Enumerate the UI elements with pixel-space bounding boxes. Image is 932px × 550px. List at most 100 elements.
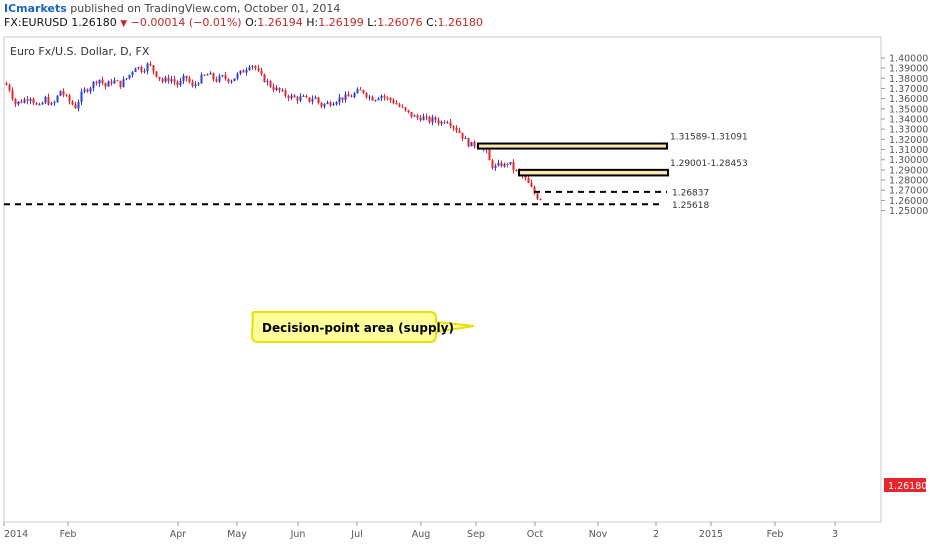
candle-body — [194, 84, 197, 86]
candle-body — [383, 95, 386, 98]
candle-body — [335, 102, 338, 105]
candle-body — [386, 97, 389, 99]
candle-body — [473, 141, 476, 147]
level-label: 1.25618 — [672, 201, 709, 211]
price-tick-label: 1.39000 — [889, 64, 928, 75]
candle-body — [8, 84, 11, 91]
candle-body — [347, 94, 350, 97]
candle-body — [41, 102, 44, 105]
candle-body — [269, 80, 272, 87]
candle-body — [326, 102, 329, 104]
candle-body — [503, 163, 506, 167]
candle-body — [35, 103, 38, 105]
candle-body — [524, 175, 527, 179]
candle-body — [146, 63, 149, 72]
candle-body — [278, 87, 281, 91]
candle-body — [227, 78, 230, 83]
candle-body — [77, 102, 80, 109]
candle-body — [434, 117, 437, 121]
price-chart[interactable]: Euro Fx/U.S. Dollar, D, FX 1.250001.2600… — [0, 32, 932, 550]
candle-body — [275, 87, 278, 91]
candle-body — [365, 93, 368, 98]
candle-body — [323, 103, 326, 107]
candle-body — [215, 79, 218, 82]
candle-body — [539, 199, 542, 201]
symbol-label: FX:EURUSD — [4, 16, 68, 29]
candle-body — [38, 104, 41, 106]
price-tick-label: 1.32000 — [889, 135, 928, 146]
candle-body — [458, 130, 461, 133]
candle-body — [239, 70, 242, 74]
high-value: 1.26199 — [318, 16, 364, 29]
time-tick-label: 3 — [832, 529, 838, 540]
candle-body — [68, 95, 71, 102]
candle-body — [212, 73, 215, 80]
last-price: 1.26180 — [71, 16, 117, 29]
candle-body — [431, 117, 434, 123]
candle-body — [410, 111, 413, 117]
candle-body — [281, 90, 284, 92]
time-tick-label: 2 — [653, 529, 659, 540]
candle-body — [353, 93, 356, 98]
candle-body — [356, 89, 359, 94]
chart-title: Euro Fx/U.S. Dollar, D, FX — [10, 45, 150, 58]
candle-body — [332, 104, 335, 106]
candle-body — [122, 79, 125, 87]
open-label: O: — [245, 16, 258, 29]
callout-bubble — [250, 311, 475, 343]
candle-body — [338, 97, 341, 103]
high-label: H: — [306, 16, 319, 29]
price-axis[interactable]: 1.250001.260001.270001.280001.290001.300… — [881, 53, 928, 217]
candle-body — [59, 90, 62, 96]
candle-body — [65, 94, 68, 96]
candle-body — [329, 102, 332, 106]
candle-body — [158, 76, 161, 80]
candle-body — [350, 96, 353, 98]
candle-body — [527, 178, 530, 183]
time-axis[interactable]: 2014 Feb Apr May Jun Jul Aug Sep Oct Nov 2 2015 Feb 3 — [3, 522, 838, 540]
time-tick-label: Jun — [290, 529, 306, 540]
candle-body — [107, 81, 110, 87]
candle-body — [149, 63, 152, 66]
candle-body — [404, 107, 407, 111]
price-tick-label: 1.40000 — [889, 53, 928, 64]
time-tick-label: Aug — [412, 529, 431, 540]
candle-body — [203, 74, 206, 76]
candle-body — [245, 70, 248, 73]
zone-label: 1.31589-1.31091 — [670, 133, 748, 143]
candle-body — [224, 75, 227, 79]
candle-body — [182, 75, 185, 82]
candle-body — [401, 106, 404, 108]
candle-body — [467, 138, 470, 147]
candle-body — [32, 98, 35, 104]
brand-name[interactable]: ICmarkets — [4, 2, 67, 15]
candle-body — [188, 78, 191, 83]
current-price-text: 1.26180 — [888, 481, 927, 492]
candle-body — [455, 127, 458, 131]
price-tick-label: 1.29000 — [889, 165, 928, 176]
candles-layer — [5, 61, 542, 201]
chart-header: ICmarkets published on TradingView.com, … — [0, 0, 932, 32]
candle-body — [488, 149, 491, 161]
price-tick-label: 1.38000 — [889, 74, 928, 85]
published-text: published on TradingView.com, October 01… — [70, 2, 341, 15]
candle-body — [23, 99, 26, 103]
candle-body — [26, 99, 29, 101]
candle-body — [197, 83, 200, 85]
candle-body — [89, 88, 92, 92]
candle-body — [152, 65, 155, 72]
time-tick-label: Oct — [527, 529, 544, 540]
time-tick-label: May — [227, 529, 247, 540]
candle-body — [536, 193, 539, 200]
candle-body — [251, 65, 254, 68]
candle-body — [443, 121, 446, 123]
candle-body — [131, 72, 134, 75]
supply-zone — [477, 142, 668, 150]
candle-body — [317, 97, 320, 103]
candle-body — [428, 116, 431, 123]
time-tick-label: Apr — [170, 529, 187, 540]
candle-body — [344, 94, 347, 100]
candle-body — [170, 79, 173, 82]
price-tick-label: 1.36000 — [889, 94, 928, 105]
candle-body — [530, 182, 533, 187]
